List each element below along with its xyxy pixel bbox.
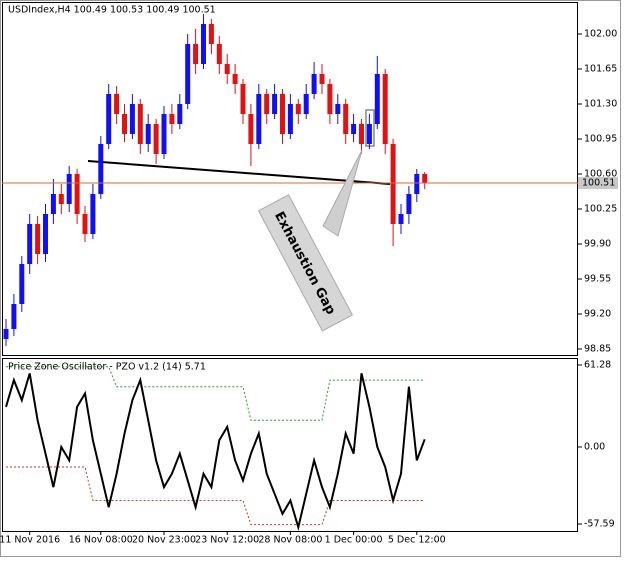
y-tick-label: 98.85 [584, 344, 611, 355]
candle-body [153, 124, 159, 154]
candle-body [129, 104, 135, 134]
candle-body [3, 329, 9, 339]
x-tick-label: 23 Nov 12:00 [195, 535, 259, 546]
candle-body [295, 104, 301, 114]
y-tick-label: -57.59 [584, 519, 615, 530]
candle-body [35, 224, 41, 254]
gap-highlight [365, 109, 375, 147]
candle-body [201, 24, 206, 64]
x-tick-label: 28 Nov 08:00 [258, 535, 322, 546]
candle-body [359, 124, 364, 144]
y-tick-label: 102.00 [584, 29, 617, 40]
y-tick-label: 100.25 [584, 204, 617, 215]
candle-body [82, 214, 88, 234]
y-tick-label: 101.30 [584, 99, 617, 110]
y-tick-label: 61.28 [584, 359, 611, 370]
y-tick-label: 99.55 [584, 274, 611, 285]
candle-body [169, 114, 175, 124]
candle-body [27, 224, 33, 264]
candle-body [311, 74, 317, 94]
candle-body [177, 104, 183, 124]
candle-body [303, 94, 309, 114]
candle-body [374, 74, 380, 124]
candle-body [287, 104, 293, 134]
oscillator-line [6, 366, 425, 421]
candle-body [248, 114, 254, 144]
candle-body [19, 264, 25, 304]
candle-body [406, 194, 412, 214]
chart-title: USDIndex,H4 100.49 100.53 100.49 100.51 [8, 5, 216, 16]
candle-body [390, 144, 396, 224]
candle-body [351, 124, 357, 134]
candle-body [319, 74, 325, 84]
candle-body [256, 94, 262, 144]
candle-body [114, 94, 120, 114]
candle-body [327, 84, 333, 114]
candle-body [98, 144, 104, 194]
oscillator-line [5, 373, 426, 532]
candle-body [208, 24, 214, 44]
candle-body [137, 104, 143, 144]
price-box [578, 177, 618, 189]
y-tick-label: 99.20 [584, 309, 611, 320]
candle-body [50, 194, 56, 214]
candle-body [193, 44, 199, 64]
candle-body [240, 84, 246, 114]
candle-body [224, 64, 230, 74]
x-tick-label: 5 Dec 12:00 [388, 535, 446, 546]
x-tick-label: 1 Dec 00:00 [325, 535, 383, 546]
candle-body [366, 124, 372, 144]
candle-body [90, 194, 96, 234]
candle-body [145, 124, 151, 144]
candle-body [382, 74, 388, 144]
main-panel [2, 2, 578, 356]
candle-body [272, 94, 278, 114]
neckline [87, 160, 391, 185]
candle-body [398, 214, 404, 224]
candle-body [335, 104, 341, 114]
y-tick-label: 99.90 [584, 239, 611, 250]
x-tick-label: 16 Nov 08:00 [69, 535, 133, 546]
candle-body [106, 94, 112, 144]
callout-pointer [322, 149, 363, 237]
candle-body [161, 114, 167, 154]
candle-body [232, 74, 238, 84]
candle-body [264, 94, 270, 114]
y-tick-label: 100.60 [584, 169, 617, 180]
candle-body [66, 174, 72, 204]
candle-body [122, 114, 127, 134]
candle-body [11, 304, 17, 329]
candle-body [74, 174, 80, 214]
candle-body [414, 174, 420, 194]
y-tick-label: 101.65 [584, 64, 617, 75]
y-tick-label: 0.00 [584, 441, 605, 452]
x-tick-label: 11 Nov 2016 [0, 535, 60, 546]
candle-body [280, 94, 285, 134]
candle-body [343, 104, 349, 134]
oscillator-line [6, 466, 425, 526]
candle-body [43, 214, 48, 254]
candle-body [216, 44, 222, 64]
candle-body [58, 194, 64, 204]
candle-body [185, 44, 191, 104]
candle-body [422, 174, 428, 183]
y-tick-label: 100.95 [584, 134, 617, 145]
x-tick-label: 20 Nov 23:00 [132, 535, 196, 546]
price-label: 100.51 [582, 178, 615, 189]
callout-box [257, 194, 354, 332]
